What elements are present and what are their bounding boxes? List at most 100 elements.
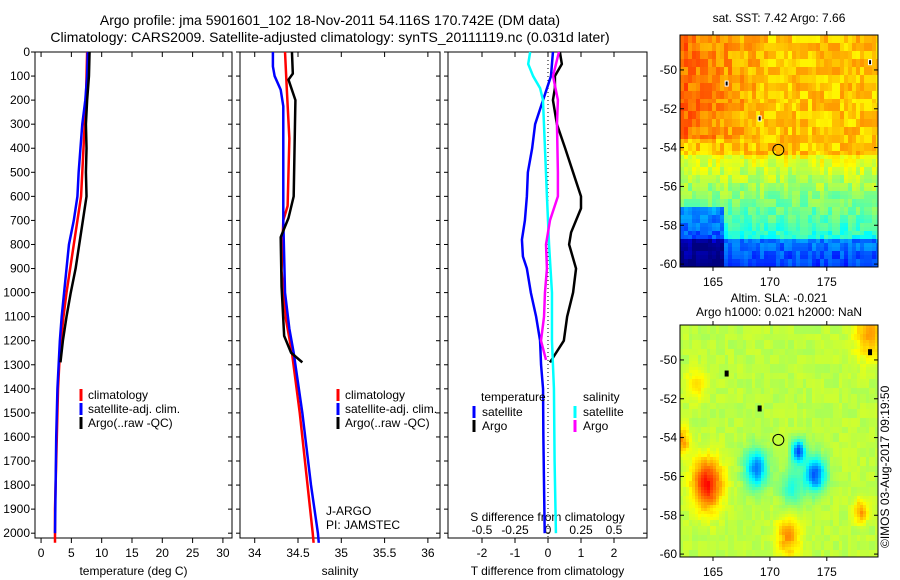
- legend-label: satellite: [583, 405, 624, 419]
- y-tick-label: 1200: [3, 334, 30, 348]
- map-title: Argo h1000: 0.021 h2000: NaN: [696, 305, 862, 319]
- x-tick-label: 15: [125, 546, 139, 560]
- x-tick-label: 25: [186, 546, 200, 560]
- series-line-temperature-satellite: [520, 51, 555, 534]
- series-line-satellite-adj-clim-: [53, 51, 89, 534]
- x-tick-label: -2: [477, 546, 488, 560]
- legend-title-salinity: salinity: [583, 390, 620, 404]
- lat-tick-label: -60: [660, 547, 678, 561]
- x-tick-label: 10: [95, 546, 109, 560]
- s-tick-label: -0.25: [501, 523, 529, 537]
- island-mark: [725, 81, 728, 86]
- legend-label: Argo: [482, 419, 508, 433]
- map-title: sat. SST: 7.42 Argo: 7.66: [713, 11, 846, 25]
- figure-title-line1: Argo profile: jma 5901601_102 18-Nov-201…: [99, 12, 561, 28]
- lat-tick-label: -50: [660, 353, 678, 367]
- legend-label: satellite: [482, 405, 523, 419]
- legend-label: Argo(..raw -QC): [345, 416, 430, 430]
- y-tick-label: 100: [10, 69, 30, 83]
- map-title: Altim. SLA: -0.021: [731, 291, 828, 305]
- x-tick-label: 35: [335, 546, 349, 560]
- lat-tick-label: -52: [660, 102, 678, 116]
- plot-frame: [239, 51, 441, 539]
- y-tick-label: 600: [10, 189, 30, 203]
- legend-label: Argo(..raw -QC): [88, 416, 173, 430]
- y-tick-label: 0: [23, 45, 30, 59]
- series-line-climatology: [280, 51, 315, 543]
- sla-map-image: [680, 325, 878, 557]
- y-tick-label: 500: [10, 165, 30, 179]
- panel-3: -2 -1 0 1 2 T difference from climatology -0.5…: [444, 51, 648, 578]
- figure-title-line2: Climatology: CARS2009. Satellite-adjuste…: [50, 29, 610, 45]
- lat-tick-label: -56: [660, 469, 678, 483]
- y-tick-label: 1300: [3, 358, 30, 372]
- island-mark: [869, 350, 872, 355]
- y-tick-label: 400: [10, 141, 30, 155]
- pi-annotation: J-ARGO: [326, 504, 371, 518]
- y-tick-label: 1000: [3, 286, 30, 300]
- y-tick-label: 1500: [3, 406, 30, 420]
- x-tick-label: 20: [156, 546, 170, 560]
- y-tick-label: 300: [10, 117, 30, 131]
- lon-tick-label: 165: [703, 275, 723, 289]
- island-mark: [758, 116, 761, 121]
- y-tick-label: 200: [10, 93, 30, 107]
- y-tick-label: 800: [10, 237, 30, 251]
- y-tick-label: 1700: [3, 454, 30, 468]
- island-mark: [869, 60, 872, 65]
- island-mark: [758, 406, 761, 411]
- x-axis-label: temperature (deg C): [79, 564, 187, 578]
- legend-label: climatology: [88, 388, 148, 402]
- legend-label: Argo: [583, 419, 609, 433]
- pi-annotation: PI: JAMSTEC: [326, 518, 400, 532]
- y-tick-label: 700: [10, 213, 30, 227]
- x-tick-label: -1: [510, 546, 521, 560]
- legend-label: climatology: [345, 388, 405, 402]
- lat-tick-label: -54: [660, 431, 678, 445]
- series-line-argo-raw-qc-: [59, 51, 91, 363]
- y-tick-label: 1400: [3, 382, 30, 396]
- s-tick-label: 0.25: [569, 523, 593, 537]
- x-tick-label: 1: [578, 546, 585, 560]
- legend-label: satellite-adj. clim.: [88, 402, 180, 416]
- sst-map-image: [680, 35, 878, 267]
- series-line-salinity-argo: [539, 51, 561, 361]
- argo-position-marker: [772, 143, 785, 156]
- lat-tick-label: -54: [660, 141, 678, 155]
- lat-tick-label: -56: [660, 179, 678, 193]
- lat-tick-label: -58: [660, 508, 678, 522]
- x-axis-label: T difference from climatology: [471, 564, 625, 578]
- x-tick-label: 34: [248, 546, 262, 560]
- series-line-argo-raw-qc-: [279, 51, 304, 364]
- x-tick-label: 5: [68, 546, 75, 560]
- lat-tick-label: -50: [660, 63, 678, 77]
- lat-tick-label: -58: [660, 218, 678, 232]
- series-line-satellite-adj-clim-: [271, 52, 321, 543]
- x-axis-label: salinity: [322, 564, 359, 578]
- lat-tick-label: -52: [660, 392, 678, 406]
- x-tick-label: 0: [545, 546, 552, 560]
- legend-label: satellite-adj. clim.: [345, 402, 437, 416]
- y-tick-label: 1600: [3, 430, 30, 444]
- argo-position-marker: [772, 433, 785, 446]
- y-tick-label: 2000: [3, 526, 30, 540]
- x-tick-label: 0: [38, 546, 45, 560]
- panel-2: 34 34.5 35 35.5 36 salinity climatologysatelli…: [236, 51, 441, 578]
- x-tick-label: 34.5: [286, 546, 310, 560]
- lat-tick-label: -60: [660, 257, 678, 271]
- map-frame: [679, 34, 879, 268]
- plot-frame: [34, 51, 233, 539]
- s-tick-label: 0.5: [606, 523, 623, 537]
- lon-tick-label: 165: [703, 565, 723, 579]
- y-tick-label: 1900: [3, 502, 30, 516]
- y-tick-label: 1100: [4, 310, 30, 324]
- panel-1: 0100200300400500600700800900100011001200…: [3, 45, 233, 578]
- x-tick-label: 2: [611, 546, 618, 560]
- s-tick-label: -0.5: [472, 523, 493, 537]
- lon-tick-label: 175: [817, 275, 837, 289]
- legend-title-temperature: temperature: [481, 390, 546, 404]
- s-tick-label: 0: [545, 523, 552, 537]
- imos-credit: ©IMOS 03-Aug-2017 09:19:50: [878, 385, 892, 548]
